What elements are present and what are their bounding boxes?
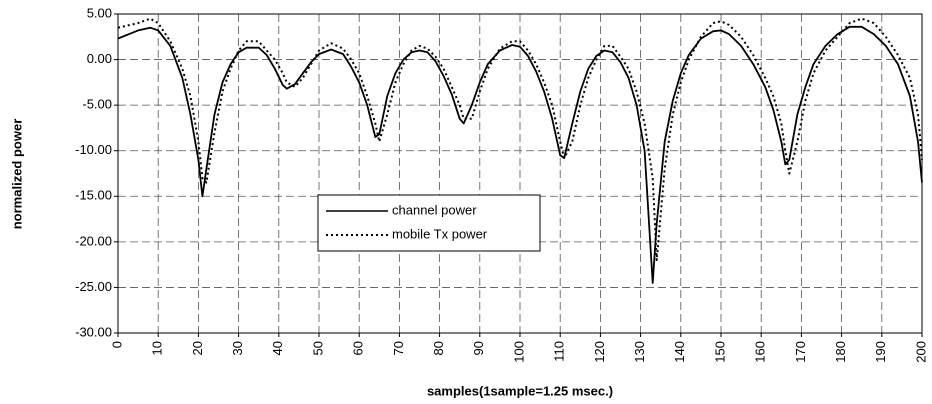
x-tick-label: 180 bbox=[833, 341, 848, 363]
x-tick-label: 20 bbox=[190, 341, 205, 355]
legend-label: channel power bbox=[392, 202, 477, 217]
x-tick-label: 120 bbox=[592, 341, 607, 363]
x-tick-label: 200 bbox=[913, 341, 928, 363]
x-tick-label: 0 bbox=[109, 341, 124, 348]
x-tick-label: 160 bbox=[753, 341, 768, 363]
x-axis-title: samples(1sample=1.25 msec.) bbox=[427, 383, 613, 398]
x-tick-label: 190 bbox=[873, 341, 888, 363]
x-tick-label: 40 bbox=[270, 341, 285, 355]
x-tick-label: 70 bbox=[391, 341, 406, 355]
series-line bbox=[117, 17, 923, 262]
y-tick-label: 5.00 bbox=[87, 5, 112, 20]
x-tick-label: 50 bbox=[310, 341, 325, 355]
y-tick-label: -5.00 bbox=[82, 97, 112, 112]
y-tick-label: -10.00 bbox=[75, 142, 112, 157]
series-line bbox=[117, 25, 923, 284]
x-tick-label: 150 bbox=[712, 341, 727, 363]
x-tick-label: 130 bbox=[632, 341, 647, 363]
y-tick-label: -20.00 bbox=[75, 233, 112, 248]
x-tick-label: 100 bbox=[511, 341, 526, 363]
y-tick-label: -25.00 bbox=[75, 279, 112, 294]
x-tick-label: 110 bbox=[552, 341, 567, 362]
x-tick-label: 60 bbox=[351, 341, 366, 355]
x-tick-label: 170 bbox=[793, 341, 808, 363]
y-tick-label: -30.00 bbox=[75, 324, 112, 339]
x-tick-label: 10 bbox=[150, 341, 165, 355]
y-tick-label: -15.00 bbox=[75, 188, 112, 203]
x-tick-label: 30 bbox=[230, 341, 245, 355]
x-tick-label: 140 bbox=[672, 341, 687, 363]
legend-label: mobile Tx power bbox=[392, 226, 488, 241]
legend-box bbox=[317, 194, 541, 252]
y-tick-label: 0.00 bbox=[87, 51, 112, 66]
x-tick-label: 90 bbox=[471, 341, 486, 355]
x-tick-label: 80 bbox=[431, 341, 446, 355]
y-axis-title: normalized power bbox=[9, 119, 24, 230]
